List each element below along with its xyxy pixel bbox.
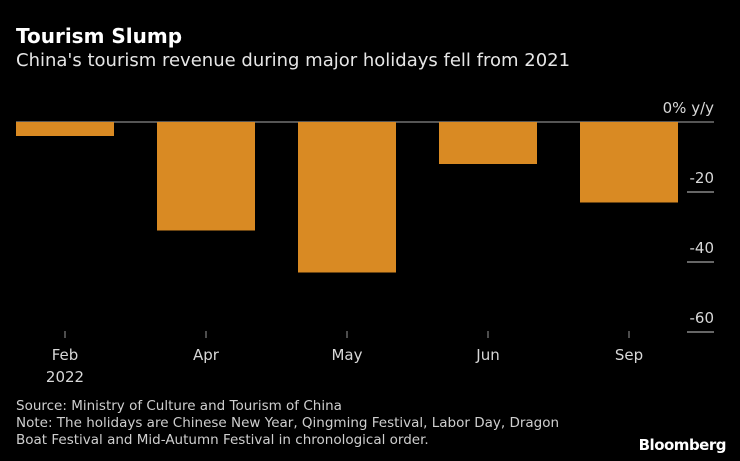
bar-jun: [439, 122, 537, 164]
x-tick-sublabel: 2022: [46, 368, 84, 386]
x-tick-label: Feb: [52, 346, 79, 364]
x-tick-label: Jun: [475, 346, 499, 364]
source-text: Source: Ministry of Culture and Tourism …: [16, 398, 342, 414]
y-tick-label: -40: [690, 239, 715, 257]
bloomberg-logo: Bloomberg: [638, 436, 727, 454]
bar-feb: [16, 122, 114, 136]
x-tick-label: Sep: [615, 346, 643, 364]
y-tick-label: -20: [690, 169, 715, 187]
y-tick-label: -60: [690, 309, 715, 327]
note-line-1: Note: The holidays are Chinese New Year,…: [16, 415, 560, 431]
note-line-2: Boat Festival and Mid-Autumn Festival in…: [16, 432, 429, 448]
chart-subtitle: China's tourism revenue during major hol…: [16, 50, 571, 71]
x-tick-label: May: [331, 346, 362, 364]
y-tick-label: 0% y/y: [663, 99, 714, 117]
bar-may: [298, 122, 396, 273]
chart-title: Tourism Slump: [16, 24, 183, 48]
bar-sep: [580, 122, 678, 203]
bar-apr: [157, 122, 255, 231]
x-tick-label: Apr: [193, 346, 220, 364]
